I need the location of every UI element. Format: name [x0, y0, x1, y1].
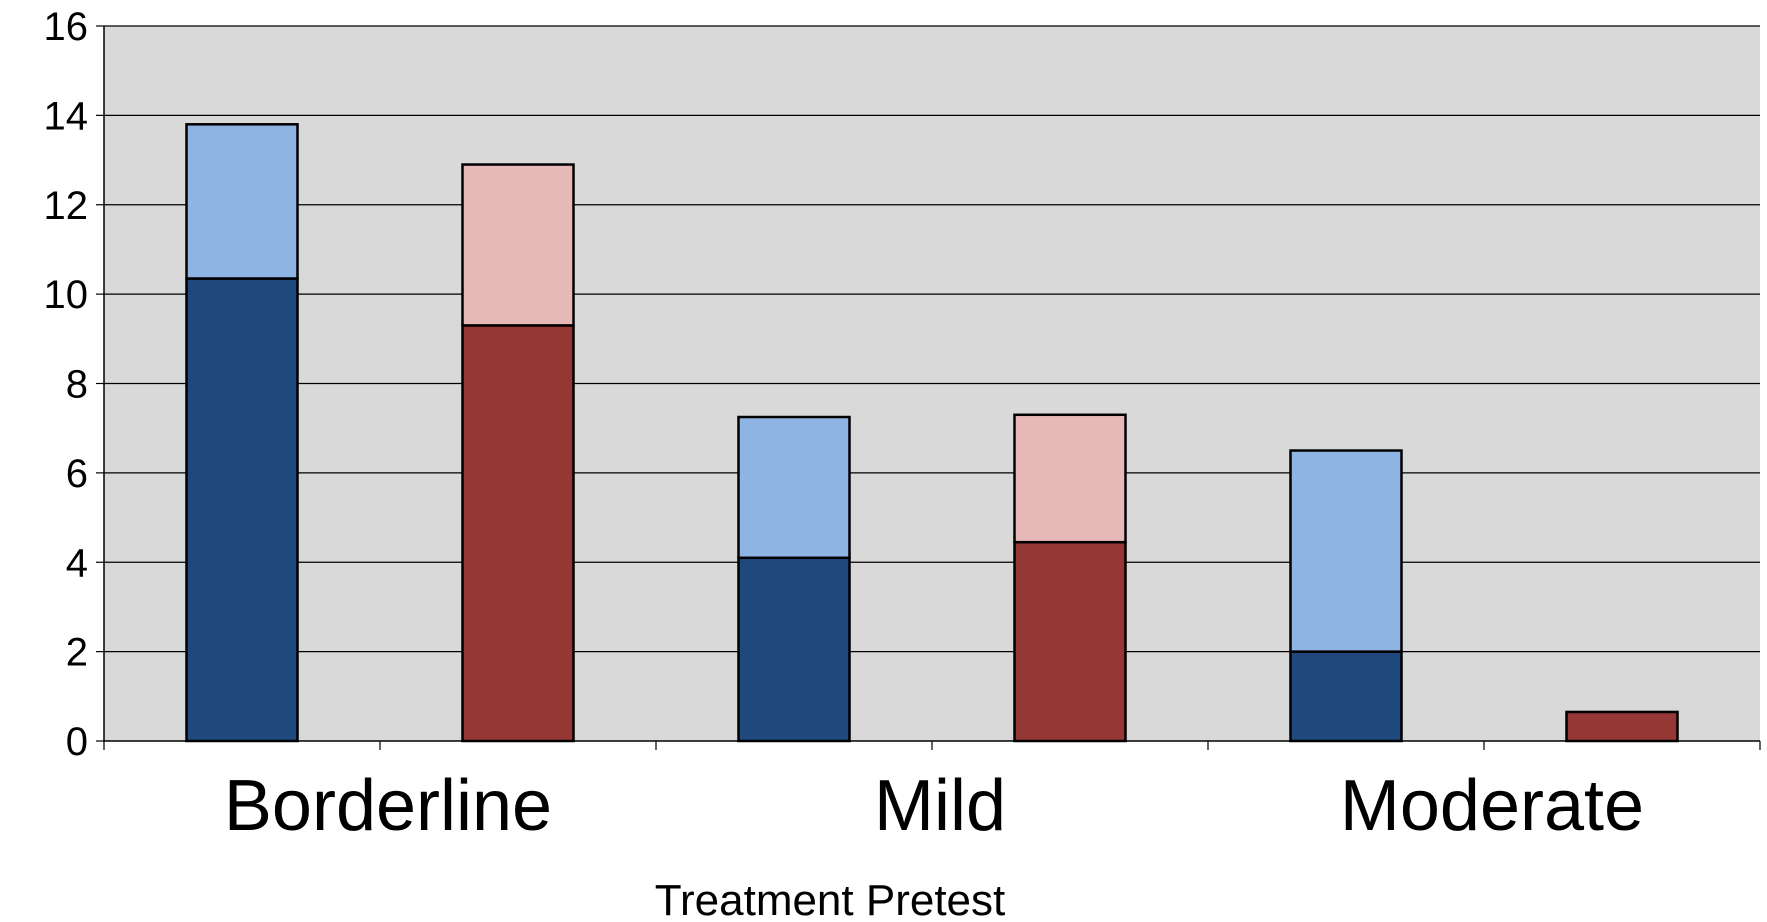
y-tick-label: 14	[44, 94, 89, 138]
y-tick-label: 12	[44, 184, 89, 228]
bar-segment-upper	[1013, 413, 1127, 544]
bar-segment-upper	[185, 123, 299, 280]
bar-segment-lower	[1565, 710, 1679, 743]
axes	[103, 26, 1761, 750]
y-tick-label: 0	[66, 720, 88, 764]
category-label: Moderate	[1340, 766, 1644, 846]
y-tick-labels: 0 2 4 6 8 10 12 14 16	[44, 5, 89, 764]
x-axis-title: Treatment Pretest	[655, 876, 1006, 922]
bar-segment-lower	[1289, 650, 1403, 743]
bar-segment-lower	[737, 556, 851, 743]
bar-segment-upper	[1289, 449, 1403, 653]
y-tick-label: 8	[66, 363, 88, 407]
bar-segment-upper	[461, 163, 575, 327]
bar-segment-lower	[1013, 540, 1127, 743]
bar-segment-lower	[461, 324, 575, 743]
y-tick-label: 6	[66, 452, 88, 496]
category-labels: Borderline Mild Moderate	[224, 766, 1644, 846]
y-tick-label: 16	[44, 5, 89, 49]
category-label: Borderline	[224, 766, 552, 846]
y-tick-label: 2	[66, 631, 88, 675]
y-tick-label: 10	[44, 273, 89, 317]
y-tick-label: 4	[66, 541, 88, 585]
gridlines	[96, 25, 1760, 742]
bar-segment-upper	[737, 415, 851, 560]
category-label: Mild	[874, 766, 1006, 846]
bars	[185, 123, 1679, 743]
bar-segment-lower	[185, 277, 299, 743]
